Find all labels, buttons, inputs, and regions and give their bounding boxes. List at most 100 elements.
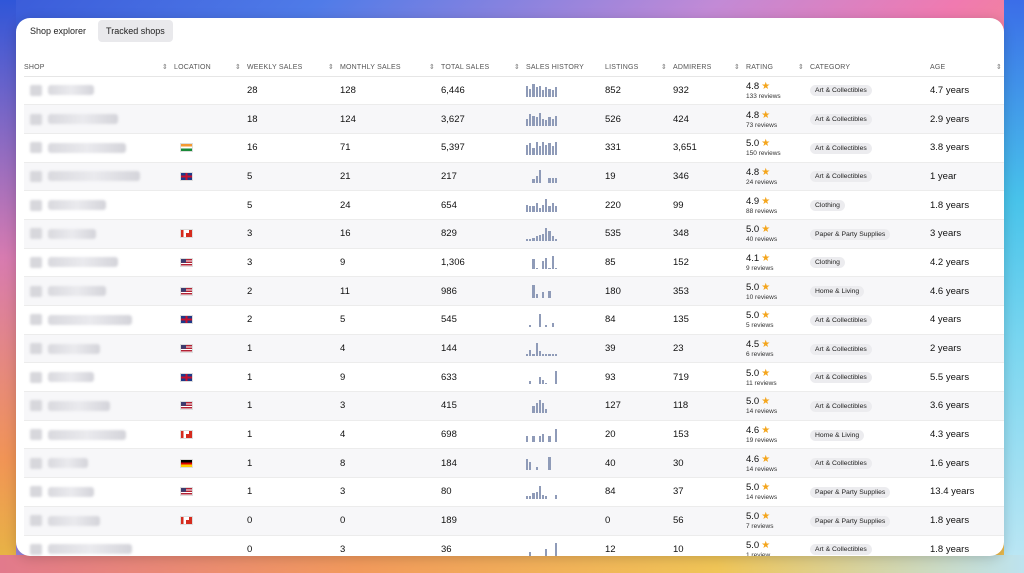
- sort-updown-icon[interactable]: ⇕: [995, 64, 1002, 71]
- category-badge[interactable]: Paper & Party Supplies: [810, 486, 891, 498]
- sort-updown-icon[interactable]: ⇕: [797, 64, 804, 71]
- category-badge[interactable]: Paper & Party Supplies: [810, 515, 891, 527]
- col-label-admirers: ADMIRERS: [673, 64, 712, 72]
- shop-cell[interactable]: [24, 506, 174, 535]
- category-cell: Art & Collectibles: [810, 363, 930, 392]
- sparkline-bar: [551, 203, 554, 213]
- col-header-listings[interactable]: LISTINGS ⇕: [605, 60, 673, 77]
- shop-cell[interactable]: [24, 420, 174, 449]
- col-header-total-sales[interactable]: TOTAL SALES ⇕: [441, 60, 526, 77]
- table-row[interactable]: 16 71 5,397 331 3,651 5.0 ★ 150 reviews Art & Co…: [24, 133, 1004, 163]
- wallpaper-bottom: [0, 555, 1024, 573]
- shop-cell[interactable]: [24, 248, 174, 277]
- category-badge[interactable]: Art & Collectibles: [810, 400, 872, 412]
- table-row[interactable]: 1 3 80 84 37 5.0 ★ 14 reviews Paper & Party Supp…: [24, 478, 1004, 507]
- sparkline-bar: [545, 199, 548, 213]
- sparkline-bar: [532, 84, 535, 98]
- category-cell: Paper & Party Supplies: [810, 219, 930, 248]
- category-badge[interactable]: Art & Collectibles: [810, 544, 872, 556]
- sort-updown-icon[interactable]: ⇕: [660, 64, 667, 71]
- sort-updown-icon[interactable]: ⇕: [234, 64, 241, 71]
- total-sales-cell: 144: [441, 343, 457, 355]
- sort-updown-icon[interactable]: ⇕: [161, 64, 168, 71]
- shop-cell[interactable]: [24, 306, 174, 335]
- table-row[interactable]: 18 124 3,627 526 424 4.8 ★ 73 reviews Art & Coll…: [24, 104, 1004, 134]
- flag-us-icon: [180, 401, 193, 411]
- review-count: 9 reviews: [746, 264, 774, 272]
- category-cell: Art & Collectibles: [810, 449, 930, 478]
- listings-cell: 85: [605, 256, 616, 268]
- table-row[interactable]: 2 11 986 180 353 5.0 ★ 10 reviews Home & Living 4…: [24, 276, 1004, 306]
- shop-cell[interactable]: [24, 449, 174, 478]
- category-badge[interactable]: Paper & Party Supplies: [810, 228, 891, 240]
- category-badge[interactable]: Art & Collectibles: [810, 171, 872, 183]
- category-badge[interactable]: Clothing: [810, 257, 845, 269]
- category-badge[interactable]: Home & Living: [810, 286, 865, 298]
- shop-cell[interactable]: [24, 535, 174, 556]
- table-row[interactable]: 0 3 36 12 10 5.0 ★ 1 review Art & Collectibles 1.…: [24, 535, 1004, 556]
- category-badge[interactable]: Art & Collectibles: [810, 85, 872, 97]
- col-header-shop[interactable]: SHOP ⇕: [24, 60, 174, 77]
- shop-cell[interactable]: [24, 191, 174, 220]
- category-badge[interactable]: Art & Collectibles: [810, 142, 872, 154]
- age-cell: 5.5 years: [930, 371, 970, 383]
- sort-updown-icon[interactable]: ⇕: [428, 64, 435, 71]
- table-row[interactable]: 2 5 545 84 135 5.0 ★ 5 reviews Art & Collectible…: [24, 306, 1004, 335]
- category-badge[interactable]: Art & Collectibles: [810, 343, 872, 355]
- shop-cell[interactable]: [24, 334, 174, 363]
- tab-shop-explorer[interactable]: Shop explorer: [30, 26, 87, 36]
- sparkline-bar: [545, 257, 548, 270]
- col-header-weekly-sales[interactable]: WEEKLY SALES ⇕: [247, 60, 340, 77]
- category-badge[interactable]: Art & Collectibles: [810, 114, 872, 126]
- tab-tracked-shops[interactable]: Tracked shops: [98, 20, 173, 42]
- star-icon: ★: [761, 80, 771, 92]
- table-row[interactable]: 1 8 184 40 30 4.6 ★ 14 reviews Art & Collectible…: [24, 448, 1004, 478]
- sparkline-bar: [541, 494, 545, 499]
- table-row[interactable]: 1 9 633 93 719 5.0 ★ 11 reviews Art & Collectibl…: [24, 363, 1004, 392]
- shop-thumbnail: [30, 256, 42, 268]
- col-label-shop: SHOP: [24, 64, 45, 72]
- shop-cell[interactable]: [24, 76, 174, 105]
- table-row[interactable]: 3 9 1,306 85 152 4.1 ★ 9 reviews Clothing 4.2 yea…: [24, 248, 1004, 277]
- sparkline-bar: [532, 285, 535, 299]
- shop-cell[interactable]: [24, 277, 174, 306]
- sales-history-cell: [526, 449, 605, 478]
- table-row[interactable]: 1 4 698 20 153 4.6 ★ 19 reviews Home & Living 4.3…: [24, 420, 1004, 449]
- shop-cell[interactable]: [24, 392, 174, 421]
- sort-updown-icon[interactable]: ⇕: [513, 64, 520, 71]
- table-row[interactable]: 0 0 189 0 56 5.0 ★ 7 reviews Paper & Party Suppl…: [24, 506, 1004, 535]
- category-badge[interactable]: Home & Living: [810, 429, 865, 441]
- col-label-total-sales: TOTAL SALES: [441, 64, 490, 72]
- sparkline-bar: [548, 457, 551, 471]
- table-row[interactable]: 3 16 829 535 348 5.0 ★ 40 reviews Paper & Party …: [24, 219, 1004, 249]
- sort-updown-icon[interactable]: ⇕: [733, 64, 740, 71]
- category-cell: Art & Collectibles: [810, 535, 930, 556]
- shop-cell[interactable]: [24, 363, 174, 392]
- category-badge[interactable]: Art & Collectibles: [810, 314, 872, 326]
- review-count: 150 reviews: [746, 150, 781, 158]
- col-header-admirers[interactable]: ADMIRERS ⇕: [673, 60, 746, 77]
- table-row[interactable]: 28 128 6,446 852 932 4.8 ★ 133 reviews Art & Col…: [24, 76, 1004, 105]
- col-header-age[interactable]: AGE ⇕: [930, 60, 1004, 77]
- col-header-rating[interactable]: RATING ⇕: [746, 60, 810, 77]
- table-row[interactable]: 5 21 217 19 346 4.8 ★ 24 reviews Art & Collectib…: [24, 162, 1004, 191]
- sparkline-bar: [541, 204, 545, 213]
- shop-cell[interactable]: [24, 219, 174, 248]
- shop-cell[interactable]: [24, 105, 174, 134]
- sort-updown-icon[interactable]: ⇕: [327, 64, 334, 71]
- rating-value: 4.5: [746, 339, 760, 351]
- col-header-location[interactable]: LOCATION ⇕: [174, 60, 247, 77]
- shop-cell[interactable]: [24, 133, 174, 162]
- total-sales-cell: 217: [441, 170, 457, 182]
- col-header-monthly-sales[interactable]: MONTHLY SALES ⇕: [340, 60, 441, 77]
- category-badge[interactable]: Art & Collectibles: [810, 458, 872, 470]
- sparkline-bar: [532, 405, 535, 413]
- shop-cell[interactable]: [24, 162, 174, 191]
- table-row[interactable]: 1 3 415 127 118 5.0 ★ 14 reviews Art & Collectib…: [24, 391, 1004, 421]
- category-badge[interactable]: Art & Collectibles: [810, 372, 872, 384]
- shop-cell[interactable]: [24, 478, 174, 507]
- sparkline-bar: [548, 268, 551, 270]
- table-row[interactable]: 1 4 144 39 23 4.5 ★ 6 reviews Art & Collectibles…: [24, 334, 1004, 363]
- table-row[interactable]: 5 24 654 220 99 4.9 ★ 88 reviews Clothing 1.8 yea…: [24, 191, 1004, 220]
- category-badge[interactable]: Clothing: [810, 200, 845, 212]
